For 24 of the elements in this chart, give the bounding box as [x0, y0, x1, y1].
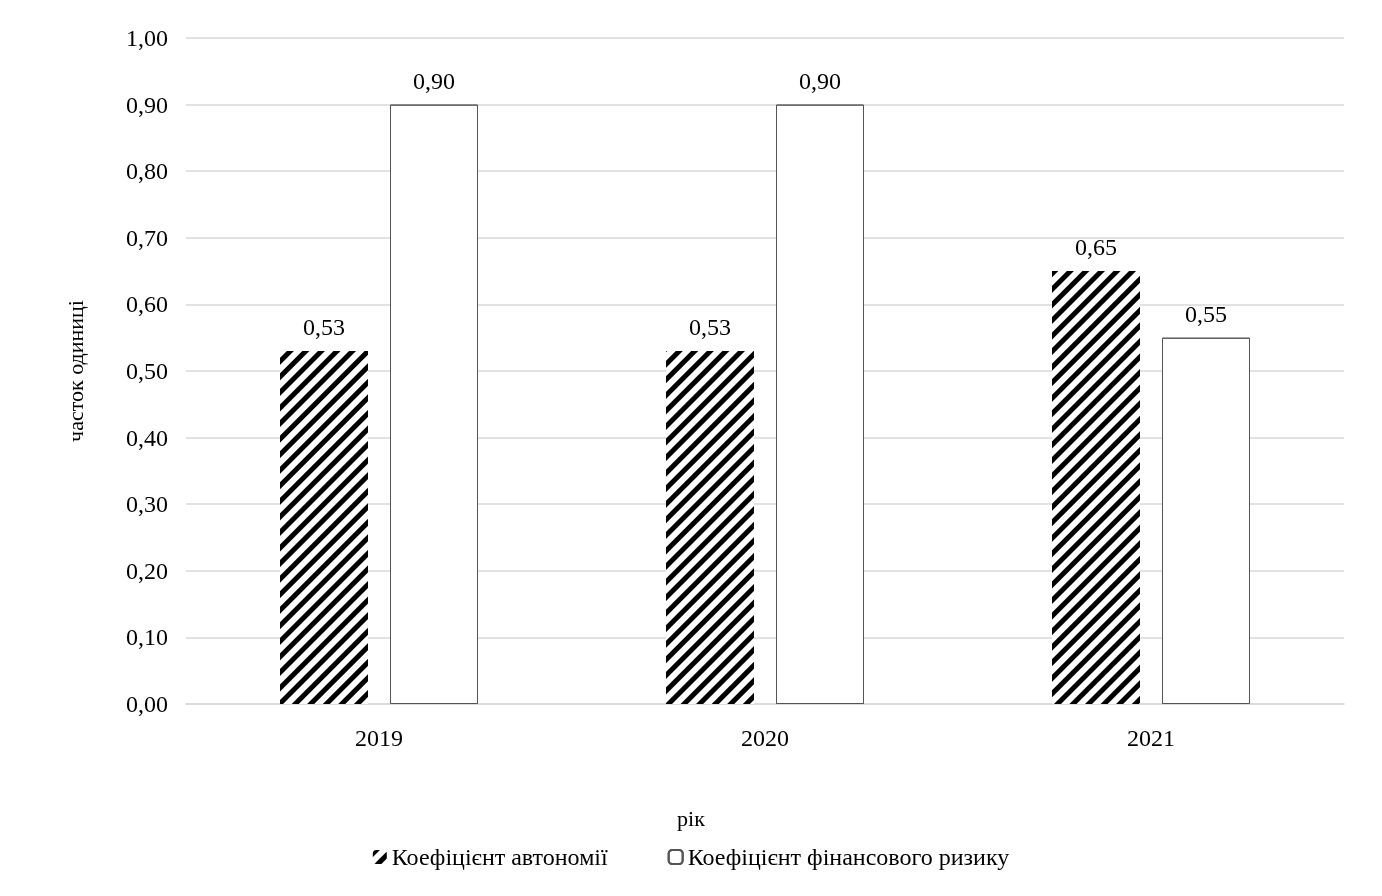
y-tick-label: 0,20	[126, 557, 168, 584]
y-tick-label: 0,00	[126, 691, 168, 717]
data-label: 0,53	[303, 314, 345, 341]
y-tick-label: 0,10	[126, 624, 168, 651]
data-label: 0,53	[689, 314, 731, 341]
y-tick-label: 0,90	[126, 91, 168, 118]
y-tick-label: 0,50	[126, 358, 168, 384]
x-tick-label: 2020	[741, 725, 789, 751]
y-tick-label: 1,00	[126, 25, 168, 51]
y-tick-label: 0,40	[126, 424, 168, 451]
y-axis-title: часток одиниці	[62, 300, 88, 442]
data-label: 0,90	[799, 67, 841, 94]
x-tick-label: 2019	[355, 725, 403, 751]
y-tick-label: 0,70	[126, 224, 168, 251]
legend-label: Коефіцієнт фінансового ризику	[687, 844, 1010, 870]
y-tick-label: 0,60	[126, 291, 168, 318]
x-axis-title: рік	[677, 805, 706, 831]
legend-label: Коефіцієнт автономії	[391, 844, 609, 870]
data-label: 0,55	[1185, 300, 1227, 327]
data-label: 0,90	[413, 67, 455, 94]
x-tick-label: 2021	[1127, 725, 1175, 751]
data-label: 0,65	[1075, 234, 1117, 261]
y-tick-label: 0,30	[126, 491, 168, 518]
y-tick-label: 0,80	[126, 158, 168, 185]
